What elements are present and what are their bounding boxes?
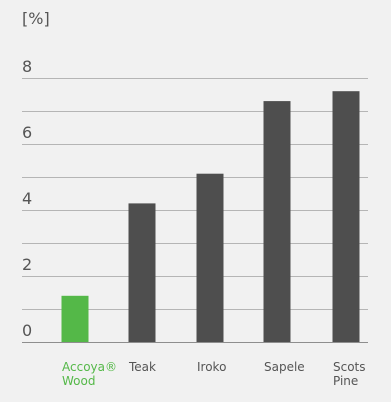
category-label-line: Teak	[128, 360, 156, 374]
y-tick-label: 0	[22, 321, 32, 340]
bar	[332, 91, 360, 342]
bar	[61, 295, 89, 342]
category-label-line: Scots	[333, 360, 366, 374]
category-label-line: Pine	[333, 374, 358, 388]
y-axis-unit-label: [%]	[22, 9, 50, 28]
category-label-line: Wood	[62, 374, 95, 388]
category-label-line: Sapele	[264, 360, 305, 374]
bars	[61, 91, 360, 342]
y-tick-label: 6	[22, 123, 32, 142]
y-tick-label: 8	[22, 57, 32, 76]
category-label-line: Iroko	[197, 360, 226, 374]
bar	[196, 173, 224, 342]
y-tick-label: 2	[22, 255, 32, 274]
category-label: Teak	[128, 360, 156, 374]
category-label: Scots Pine	[333, 360, 366, 388]
bar	[128, 203, 156, 342]
category-label: Sapele	[264, 360, 305, 374]
y-tick-label: 4	[22, 189, 32, 208]
x-axis-category-labels: Accoya® Wood Teak Iroko Sapele Scots Pine	[62, 360, 366, 388]
y-axis-tick-labels: 0 2 4 6 8	[22, 57, 32, 340]
bar	[263, 101, 291, 342]
category-label: Accoya® Wood	[62, 360, 117, 388]
category-label-line: Accoya®	[62, 360, 117, 374]
category-label: Iroko	[197, 360, 226, 374]
